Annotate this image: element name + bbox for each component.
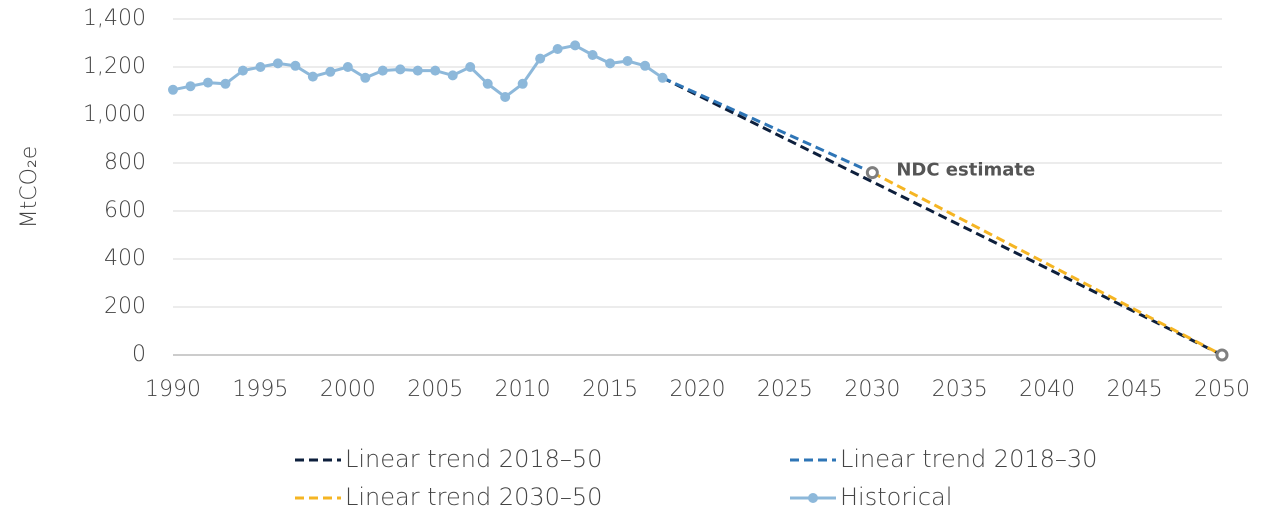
series-marker <box>395 64 406 75</box>
y-tick-label: 600 <box>104 198 146 223</box>
series-marker <box>237 65 248 76</box>
legend-label: Linear trend 2018–50 <box>345 445 602 473</box>
series-marker <box>570 40 581 51</box>
y-tick-label: 800 <box>104 150 146 175</box>
series-marker <box>605 58 616 69</box>
x-tick-label: 2035 <box>932 377 988 402</box>
series-marker <box>552 44 563 54</box>
x-tick-label: 2045 <box>1107 377 1163 402</box>
series-marker <box>657 72 668 83</box>
target-marker <box>1215 348 1229 362</box>
series-marker <box>342 62 353 72</box>
y-tick-label: 400 <box>104 246 146 271</box>
series-marker <box>307 71 318 82</box>
x-tick-label: 2020 <box>670 377 726 402</box>
annotation: NDC estimate <box>896 160 1035 181</box>
series-marker <box>430 65 441 76</box>
series-marker <box>535 53 546 64</box>
x-tick-label: 2015 <box>582 377 638 402</box>
y-axis-label: MtCO₂e <box>17 146 42 229</box>
series-line <box>661 76 873 174</box>
x-tick-label: 2025 <box>757 377 813 402</box>
series-marker <box>272 58 283 69</box>
x-tick-label: 2050 <box>1194 377 1250 402</box>
y-tick-label: 1,200 <box>83 54 146 79</box>
legend-label: Linear trend 2030–50 <box>345 483 602 511</box>
series-marker <box>517 78 528 89</box>
y-tick-label: 1,400 <box>83 6 146 31</box>
series-marker <box>622 56 633 66</box>
series-marker <box>412 65 423 76</box>
series-marker <box>220 78 231 89</box>
x-tick-label: 2005 <box>407 377 463 402</box>
series-marker <box>640 60 651 71</box>
x-tick-label: 2030 <box>844 377 900 402</box>
series-marker <box>325 66 336 77</box>
series-marker <box>185 81 196 92</box>
x-tick-label: 2000 <box>320 377 376 402</box>
series-marker <box>587 50 598 60</box>
legend-label: Linear trend 2018–30 <box>840 445 1097 473</box>
x-tick-label: 2040 <box>1019 377 1075 402</box>
x-tick-label: 1990 <box>145 377 201 402</box>
series-line <box>661 76 1223 357</box>
series-marker <box>465 62 476 72</box>
series-marker <box>290 60 301 71</box>
series-marker <box>482 78 493 89</box>
x-tick-label: 1995 <box>232 377 288 402</box>
series-marker <box>500 92 511 102</box>
y-tick-label: 200 <box>104 294 146 319</box>
series-marker <box>255 62 266 72</box>
legend-marker <box>808 493 818 503</box>
x-tick-label: 2010 <box>495 377 551 402</box>
series-marker <box>202 77 213 88</box>
series-marker <box>360 72 371 83</box>
y-tick-label: 1,000 <box>83 102 146 127</box>
series-line <box>871 171 1223 357</box>
y-tick-label: 0 <box>132 342 146 367</box>
legend-label: Historical <box>840 483 952 511</box>
target-marker <box>865 166 879 180</box>
series-marker <box>168 84 178 95</box>
series-marker <box>377 65 388 76</box>
series-marker <box>447 70 458 81</box>
